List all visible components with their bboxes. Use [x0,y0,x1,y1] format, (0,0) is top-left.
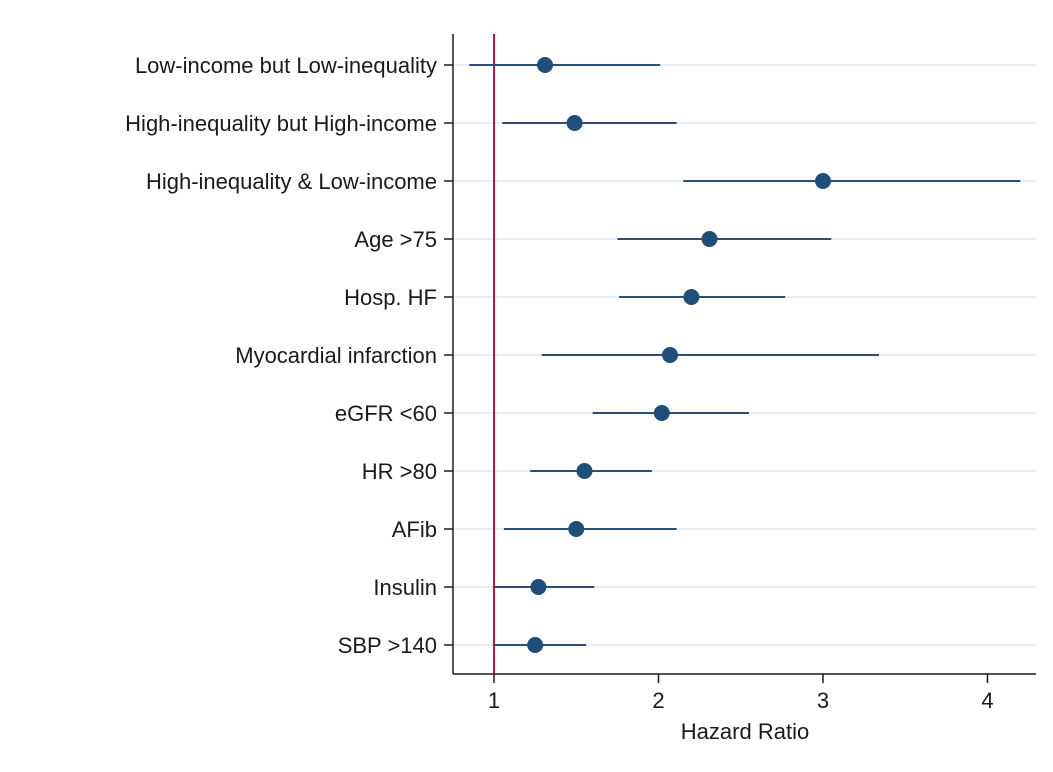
x-axis-ticks: 1 2 3 4 [488,674,994,713]
x-tick-label: 1 [488,688,500,713]
y-tick-label: eGFR <60 [335,401,437,426]
x-tick-label: 3 [817,688,829,713]
y-tick-label: HR >80 [362,459,437,484]
x-tick-label: 4 [981,688,993,713]
x-axis-title: Hazard Ratio [681,719,809,744]
hr-marker [701,231,718,247]
y-tick-label: Insulin [373,575,437,600]
y-tick-label: SBP >140 [338,633,437,658]
hr-marker [566,115,583,131]
confidence-intervals [469,64,1021,646]
y-tick-label: Myocardial infarction [235,343,437,368]
y-tick-label: AFib [392,517,437,542]
y-tick-label: High-inequality but High-income [125,111,437,136]
hr-marker [576,463,593,479]
point-estimates [527,57,831,653]
hr-marker [536,57,553,73]
hr-marker [815,173,831,189]
hr-marker [568,521,585,537]
y-tick-label: Age >75 [354,227,437,252]
hr-marker [530,579,547,595]
y-axis-ticks: Low-income but Low-inequality High-inequa… [125,53,453,658]
y-tick-label: High-inequality & Low-income [146,169,437,194]
hr-marker [653,405,670,421]
hr-marker [527,637,544,653]
y-tick-label: Hosp. HF [344,285,437,310]
y-tick-label: Low-income but Low-inequality [135,53,437,78]
x-tick-label: 2 [652,688,664,713]
hr-marker [662,347,679,363]
hr-marker [683,289,700,305]
